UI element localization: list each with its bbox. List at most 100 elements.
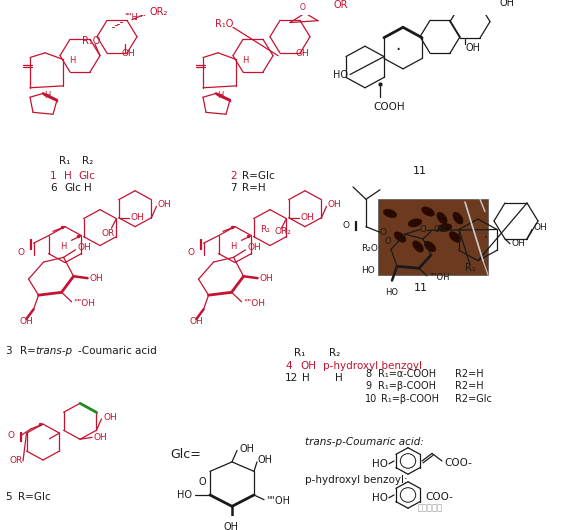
Text: O: O [380, 228, 387, 237]
Text: O: O [198, 477, 206, 487]
Text: OH: OH [465, 43, 480, 53]
Text: OH: OH [239, 444, 254, 454]
Text: R2=H: R2=H [455, 369, 483, 379]
Text: ·: · [396, 41, 401, 59]
Text: H: H [230, 242, 236, 251]
Text: trans-p-Coumaric acid:: trans-p-Coumaric acid: [305, 437, 424, 447]
Text: OR: OR [102, 229, 115, 238]
Ellipse shape [438, 224, 452, 232]
Ellipse shape [408, 219, 422, 227]
Text: Glc: Glc [78, 171, 95, 181]
Text: R=Glc: R=Glc [18, 492, 51, 502]
Text: OH: OH [190, 317, 203, 326]
Text: H: H [60, 242, 66, 251]
Text: R₁O: R₁O [82, 36, 100, 46]
Text: R₁O: R₁O [215, 19, 233, 29]
Text: R₁=β-COOH: R₁=β-COOH [381, 394, 439, 404]
Text: H: H [242, 56, 248, 65]
Text: 7: 7 [230, 183, 237, 193]
Text: 8: 8 [365, 369, 371, 379]
Text: R2=Glc: R2=Glc [455, 394, 492, 404]
Text: OH: OH [78, 243, 91, 252]
Text: R=H: R=H [242, 183, 266, 193]
Text: OH: OH [94, 433, 108, 442]
Text: OH: OH [327, 200, 341, 209]
Text: COO-: COO- [425, 492, 453, 502]
Text: OH: OH [500, 0, 515, 8]
Text: OH: OH [122, 49, 136, 58]
Text: OH: OH [511, 239, 525, 248]
Text: O: O [17, 248, 24, 257]
Text: R₂: R₂ [329, 348, 341, 358]
Text: H: H [84, 183, 92, 193]
Text: R2=H: R2=H [455, 381, 483, 391]
Text: OH: OH [300, 213, 314, 222]
Text: HO: HO [372, 459, 388, 469]
Text: OH: OH [295, 49, 309, 58]
Text: Glc=: Glc= [170, 448, 201, 461]
Text: 12: 12 [285, 373, 298, 383]
Text: ""H: ""H [124, 13, 138, 22]
Text: 1: 1 [50, 171, 56, 181]
Text: COO-: COO- [444, 458, 472, 468]
Text: OR₂: OR₂ [149, 7, 168, 17]
Text: 中国高科技: 中国高科技 [417, 504, 442, 513]
Text: HO: HO [333, 69, 348, 80]
Text: O: O [300, 3, 306, 12]
Text: OH: OH [20, 317, 34, 326]
Text: OH: OH [259, 273, 273, 282]
Text: R=Glc: R=Glc [242, 171, 275, 181]
Text: R₁: R₁ [59, 156, 71, 166]
Text: R₁: R₁ [465, 263, 475, 273]
Text: OH: OH [247, 243, 261, 252]
Text: Glc: Glc [64, 183, 81, 193]
Text: 11: 11 [413, 166, 427, 176]
Text: p-hydroxyl benzoyl:: p-hydroxyl benzoyl: [305, 475, 408, 485]
Text: HO: HO [372, 493, 388, 503]
Text: ""OH: ""OH [243, 299, 266, 308]
Text: 9: 9 [365, 381, 371, 391]
Text: O: O [187, 248, 194, 257]
Text: H: H [44, 91, 50, 100]
FancyBboxPatch shape [378, 199, 488, 275]
Text: R₁: R₁ [260, 225, 270, 234]
Text: OH: OH [433, 225, 446, 234]
Text: COOH: COOH [373, 102, 405, 112]
Text: H: H [217, 91, 223, 100]
Text: 4: 4 [285, 360, 292, 370]
Text: R₂O: R₂O [361, 244, 378, 253]
Ellipse shape [424, 241, 435, 252]
Text: O: O [7, 431, 14, 440]
Text: R₁=β-COOH: R₁=β-COOH [378, 381, 436, 391]
Text: R=: R= [20, 347, 36, 356]
Ellipse shape [383, 209, 397, 218]
Ellipse shape [394, 232, 406, 242]
Text: O: O [420, 225, 426, 234]
Text: OH: OH [300, 360, 316, 370]
Text: 2: 2 [230, 171, 237, 181]
Text: O: O [385, 237, 392, 246]
Text: 10: 10 [365, 394, 377, 404]
Text: ""OH: ""OH [74, 299, 96, 308]
Text: 6: 6 [50, 183, 56, 193]
Ellipse shape [449, 232, 461, 242]
Text: OH: OH [103, 412, 117, 421]
Text: 5: 5 [5, 492, 11, 502]
Text: H: H [69, 56, 75, 65]
Ellipse shape [453, 212, 463, 224]
Ellipse shape [437, 213, 447, 224]
Ellipse shape [413, 241, 424, 252]
Text: HO: HO [385, 288, 398, 297]
Ellipse shape [422, 207, 434, 216]
Text: trans-p: trans-p [35, 347, 72, 356]
Text: OH: OH [89, 273, 103, 282]
Text: OH: OH [131, 213, 144, 222]
Text: OH: OH [533, 223, 547, 232]
Text: R₁=α-COOH: R₁=α-COOH [378, 369, 436, 379]
Text: OR₂: OR₂ [274, 227, 291, 236]
Text: ·: · [484, 231, 488, 245]
Text: HO: HO [361, 266, 375, 275]
Text: OH: OH [157, 200, 171, 209]
Text: -Coumaric acid: -Coumaric acid [78, 347, 157, 356]
Text: R₁: R₁ [294, 348, 306, 358]
